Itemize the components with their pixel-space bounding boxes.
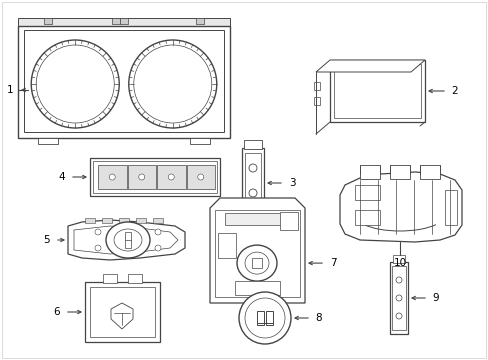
Polygon shape [209, 198, 305, 303]
Bar [389, 262, 407, 334]
Bar [251, 258, 262, 268]
Bar [85, 218, 95, 223]
Bar [419, 165, 439, 179]
Bar [354, 185, 379, 200]
Ellipse shape [128, 40, 216, 128]
Text: 8: 8 [315, 313, 322, 323]
Text: 3: 3 [288, 178, 295, 188]
Text: 4: 4 [59, 172, 65, 182]
Bar [389, 165, 409, 179]
Circle shape [109, 174, 115, 180]
Circle shape [155, 229, 161, 235]
Bar [313, 82, 319, 90]
Bar [120, 18, 128, 24]
Polygon shape [68, 220, 184, 260]
Bar [102, 218, 112, 223]
Bar [90, 287, 155, 337]
Circle shape [248, 164, 257, 172]
Bar [103, 274, 117, 283]
Circle shape [168, 174, 174, 180]
Bar [329, 60, 424, 122]
Bar [224, 213, 289, 225]
Bar [157, 165, 185, 189]
Bar [98, 165, 126, 189]
Bar [244, 153, 261, 243]
Text: 1: 1 [7, 85, 13, 95]
Bar [128, 274, 142, 283]
Text: 10: 10 [393, 258, 406, 268]
Bar [186, 165, 215, 189]
Ellipse shape [36, 45, 114, 123]
Circle shape [395, 295, 401, 301]
Bar [18, 18, 229, 26]
Circle shape [95, 245, 101, 251]
Bar [85, 282, 160, 342]
Bar [44, 18, 52, 24]
Bar [359, 165, 379, 179]
Bar [90, 158, 220, 196]
Bar [244, 140, 262, 149]
Circle shape [248, 189, 257, 197]
Ellipse shape [244, 298, 285, 338]
Bar [119, 218, 129, 223]
Bar [38, 138, 58, 144]
Bar [333, 64, 420, 118]
Bar [125, 232, 131, 248]
Bar [280, 212, 297, 230]
Bar [18, 26, 229, 138]
Bar [257, 311, 264, 325]
Bar [196, 18, 203, 24]
Text: 2: 2 [451, 86, 457, 96]
Circle shape [395, 313, 401, 319]
Ellipse shape [134, 45, 211, 123]
Ellipse shape [239, 292, 290, 344]
Ellipse shape [114, 229, 142, 251]
Ellipse shape [237, 245, 276, 281]
Circle shape [248, 214, 257, 222]
Bar [244, 248, 262, 257]
Bar [93, 161, 217, 193]
Polygon shape [315, 60, 424, 72]
Circle shape [155, 245, 161, 251]
Polygon shape [74, 226, 178, 254]
Bar [136, 218, 146, 223]
Polygon shape [111, 303, 133, 329]
Bar [392, 255, 404, 263]
Bar [127, 165, 156, 189]
Circle shape [197, 174, 203, 180]
Ellipse shape [31, 40, 119, 128]
Bar [444, 190, 456, 225]
Ellipse shape [244, 252, 268, 274]
Text: 6: 6 [54, 307, 60, 317]
Ellipse shape [106, 222, 150, 258]
Bar [265, 311, 272, 325]
Text: 7: 7 [329, 258, 336, 268]
Circle shape [395, 277, 401, 283]
Bar [215, 210, 299, 297]
Bar [242, 148, 264, 248]
Bar [313, 97, 319, 105]
Bar [24, 30, 224, 132]
Bar [354, 210, 379, 225]
Bar [190, 138, 209, 144]
Bar [235, 281, 280, 295]
Circle shape [139, 174, 144, 180]
Bar [218, 233, 236, 258]
Bar [153, 218, 163, 223]
Bar [112, 18, 120, 24]
Circle shape [95, 229, 101, 235]
Bar [391, 266, 405, 330]
Text: 5: 5 [42, 235, 49, 245]
Polygon shape [339, 172, 461, 242]
Text: 9: 9 [432, 293, 438, 303]
